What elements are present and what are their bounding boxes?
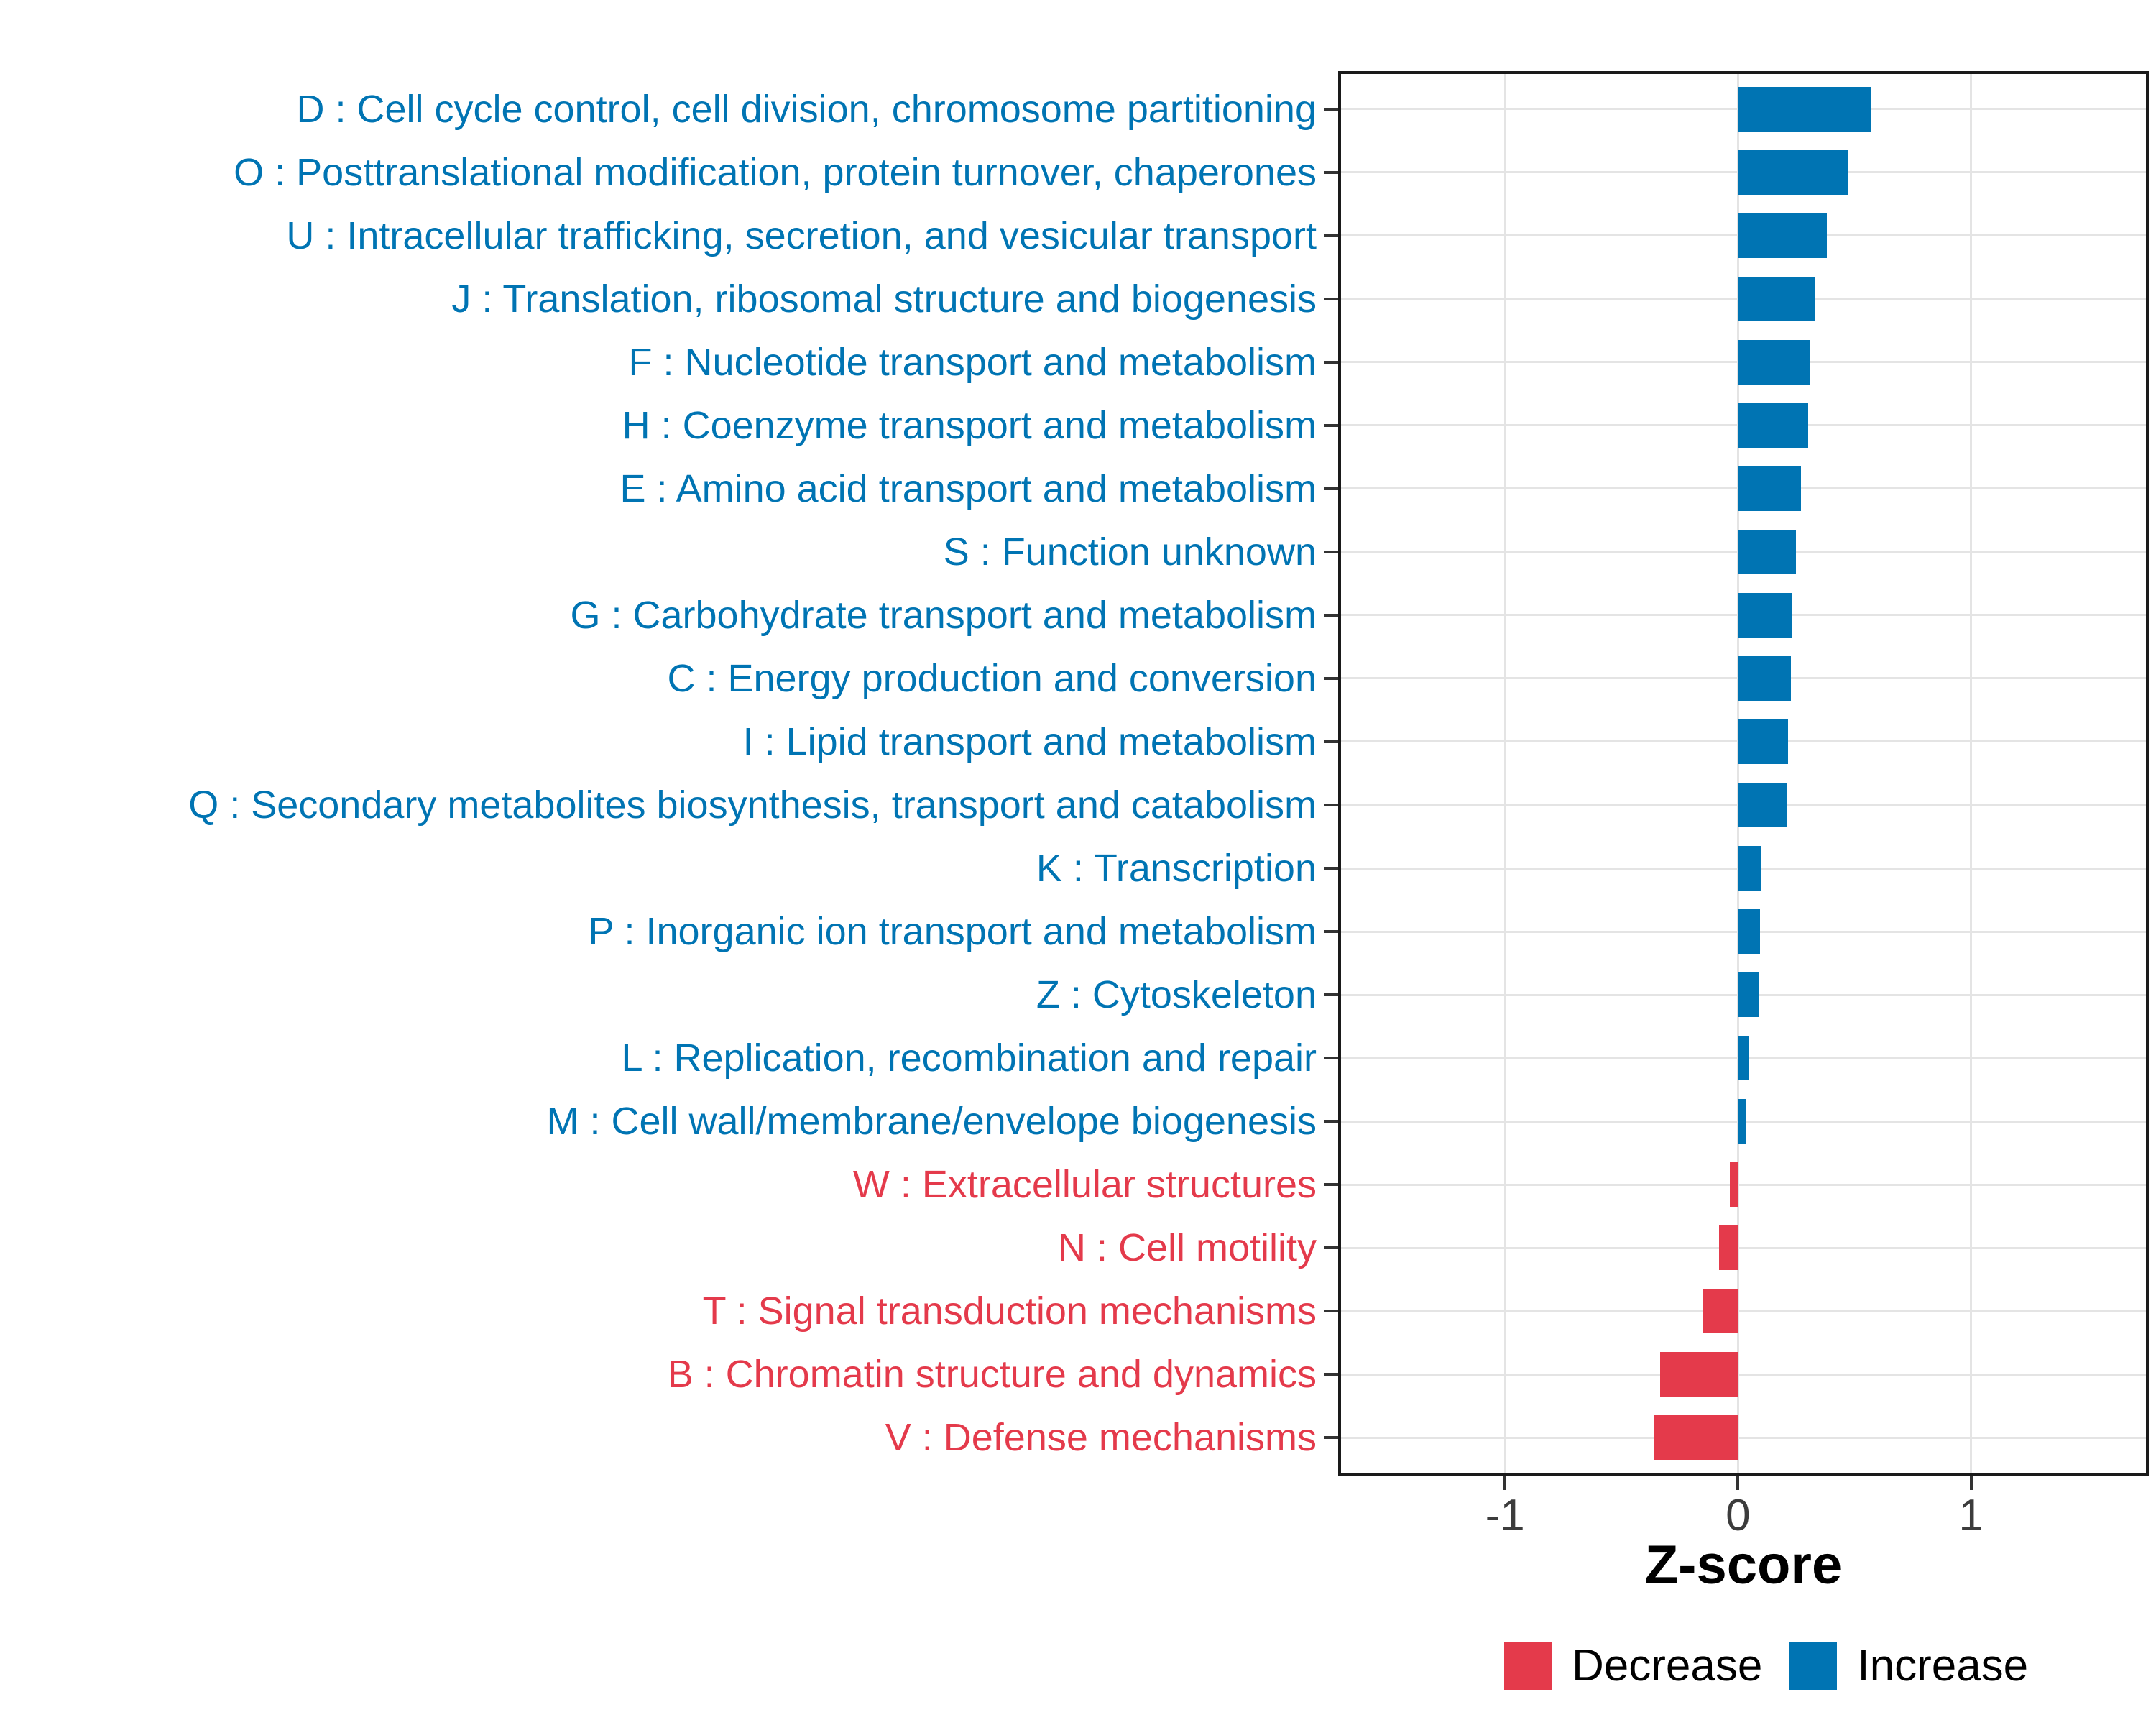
bar-T — [1703, 1289, 1738, 1334]
y-axis-tick — [1324, 234, 1338, 237]
bar-W — [1730, 1162, 1738, 1208]
legend-item-decrease: Decrease — [1504, 1642, 1762, 1690]
category-label: K : Transcription — [1036, 847, 1317, 891]
legend-label: Decrease — [1572, 1641, 1763, 1690]
x-axis-title: Z-score — [1644, 1535, 1843, 1596]
category-label: P : Inorganic ion transport and metaboli… — [588, 910, 1317, 954]
x-axis-tick — [1969, 1476, 1973, 1490]
y-axis-tick — [1324, 1246, 1338, 1250]
bar-P — [1738, 909, 1761, 954]
category-label: G : Carbohydrate transport and metabolis… — [570, 593, 1317, 637]
x-axis-tick — [1503, 1476, 1507, 1490]
y-axis-tick — [1324, 1057, 1338, 1060]
bar-N — [1719, 1225, 1738, 1271]
category-label: E : Amino acid transport and metabolism — [619, 466, 1317, 510]
category-label: C : Energy production and conversion — [667, 656, 1317, 700]
bar-Z — [1738, 972, 1759, 1018]
bar-D — [1738, 86, 1871, 132]
category-label: L : Replication, recombination and repai… — [621, 1036, 1317, 1080]
y-axis-tick — [1324, 993, 1338, 997]
bar-H — [1738, 402, 1808, 448]
bar-J — [1738, 276, 1815, 321]
y-axis-tick — [1324, 423, 1338, 427]
category-gridline — [1338, 1310, 2149, 1312]
x-tick-label: 1 — [1958, 1491, 1984, 1540]
bar-U — [1738, 213, 1827, 258]
bar-B — [1659, 1352, 1738, 1397]
category-label: F : Nucleotide transport and metabolism — [628, 340, 1317, 384]
y-axis-tick — [1324, 1310, 1338, 1313]
bar-Q — [1738, 783, 1787, 827]
bar-L — [1738, 1036, 1749, 1081]
category-gridline — [1338, 1246, 2149, 1249]
x-gridline — [1503, 71, 1506, 1476]
category-label: B : Chromatin structure and dynamics — [667, 1353, 1317, 1397]
y-axis-tick — [1324, 1373, 1338, 1376]
y-axis-tick — [1324, 613, 1338, 617]
category-label: V : Defense mechanisms — [885, 1416, 1317, 1460]
legend-item-increase: Increase — [1789, 1642, 2028, 1690]
legend-label: Increase — [1857, 1641, 2029, 1690]
category-gridline — [1338, 1183, 2149, 1186]
x-tick-label: 0 — [1726, 1491, 1751, 1540]
x-gridline — [1736, 71, 1739, 1476]
y-axis-tick — [1324, 804, 1338, 806]
y-axis-tick — [1324, 1183, 1338, 1187]
y-axis-tick — [1324, 360, 1338, 364]
category-label: O : Posttranslational modification, prot… — [234, 150, 1317, 194]
x-axis-tick — [1736, 1476, 1740, 1490]
legend-swatch-increase — [1789, 1642, 1838, 1690]
y-axis-tick — [1324, 487, 1338, 490]
category-label: I : Lipid transport and metabolism — [742, 719, 1317, 763]
y-axis-tick — [1324, 867, 1338, 870]
category-label: D : Cell cycle control, cell division, c… — [296, 87, 1317, 131]
bar-O — [1738, 150, 1848, 195]
bar-E — [1738, 466, 1801, 511]
y-axis-tick — [1324, 1436, 1338, 1440]
category-gridline — [1338, 1436, 2149, 1439]
category-label: J : Translation, ribosomal structure and… — [451, 277, 1317, 321]
category-gridline — [1338, 1373, 2149, 1376]
y-axis-tick — [1324, 297, 1338, 300]
y-axis-tick — [1324, 550, 1338, 553]
bar-M — [1738, 1099, 1746, 1144]
category-label: S : Function unknown — [943, 530, 1317, 574]
category-label: W : Extracellular structures — [852, 1163, 1317, 1207]
category-label: M : Cell wall/membrane/envelope biogenes… — [546, 1100, 1317, 1144]
y-axis-tick — [1324, 107, 1338, 111]
category-label: Q : Secondary metabolites biosynthesis, … — [188, 783, 1317, 827]
y-axis-tick — [1324, 740, 1338, 743]
category-label: T : Signal transduction mechanisms — [702, 1289, 1317, 1333]
y-axis-tick — [1324, 676, 1338, 680]
bar-F — [1738, 339, 1810, 385]
category-label: N : Cell motility — [1057, 1226, 1317, 1270]
x-tick-label: -1 — [1485, 1491, 1525, 1540]
y-axis-tick — [1324, 1120, 1338, 1123]
bar-S — [1738, 529, 1797, 574]
y-axis-tick — [1324, 930, 1338, 934]
legend: Decrease Increase — [1504, 1642, 2028, 1690]
category-label: U : Intracellular trafficking, secretion… — [286, 213, 1317, 257]
category-label: Z : Cytoskeleton — [1036, 973, 1317, 1017]
bar-I — [1738, 719, 1789, 764]
bar-K — [1738, 846, 1761, 891]
y-axis-tick — [1324, 170, 1338, 174]
x-gridline — [1970, 71, 1973, 1476]
legend-swatch-decrease — [1504, 1642, 1552, 1690]
bar-C — [1738, 656, 1792, 701]
bar-G — [1738, 592, 1792, 638]
category-label: H : Coenzyme transport and metabolism — [622, 403, 1317, 447]
bar-V — [1654, 1415, 1738, 1460]
